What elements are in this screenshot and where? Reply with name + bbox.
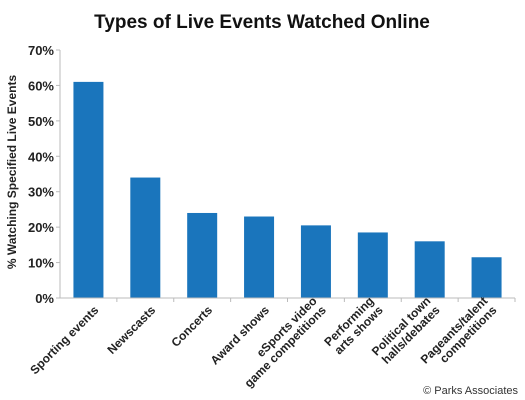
bar: [414, 241, 445, 298]
chart-title: Types of Live Events Watched Online: [94, 12, 430, 33]
x-tick-label-line: Concerts: [168, 303, 215, 350]
y-tick-label: 20%: [28, 220, 54, 235]
y-tick-label: 60%: [28, 78, 54, 93]
bar: [244, 216, 275, 298]
x-tick-label-line: Sporting events: [27, 303, 101, 377]
x-tick-label: eSports videogame competitions: [232, 294, 329, 391]
bar: [73, 81, 104, 298]
x-tick-label: Concerts: [168, 303, 215, 350]
y-tick-label: 70%: [28, 43, 54, 58]
x-tick-label: Newscasts: [104, 303, 158, 357]
bar: [357, 232, 388, 298]
bar: [471, 257, 502, 298]
x-tick-label-line: Newscasts: [104, 303, 158, 357]
y-tick-label: 0%: [35, 291, 54, 306]
bar: [187, 212, 218, 298]
bar: [130, 177, 161, 298]
bar: [300, 225, 331, 298]
y-tick-label: 40%: [28, 149, 54, 164]
y-tick-label: 30%: [28, 185, 54, 200]
y-axis-ticks: 0% 10% 20% 30% 40% 50% 60% 70%: [28, 43, 60, 306]
y-tick-label: 50%: [28, 114, 54, 129]
copyright-credit: © Parks Associates: [423, 385, 518, 397]
y-tick-label: 10%: [28, 256, 54, 271]
x-tick-label: Sporting events: [27, 303, 101, 377]
bars: [73, 81, 502, 298]
y-axis-label: % Watching Specified Live Events: [5, 75, 19, 270]
